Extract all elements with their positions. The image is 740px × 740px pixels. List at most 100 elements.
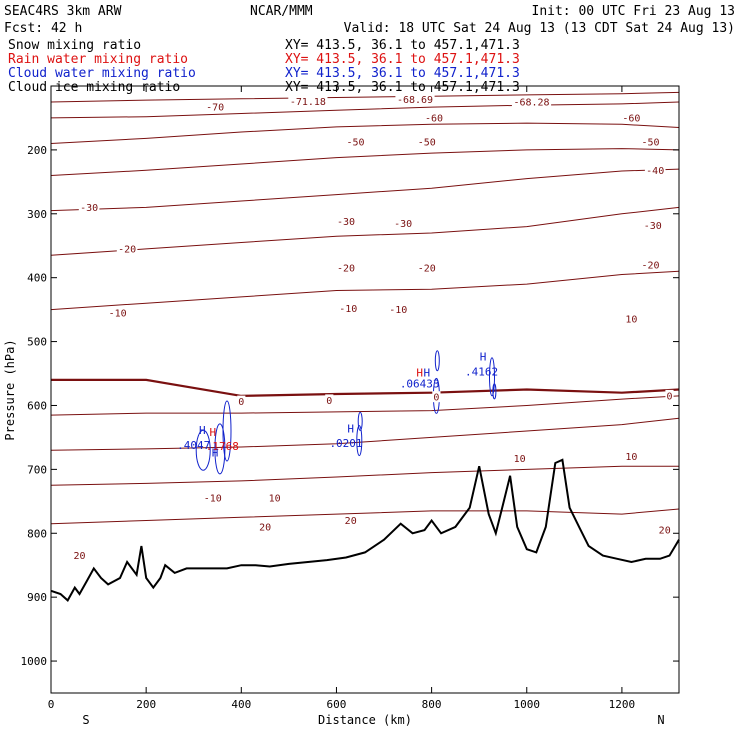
contour-label-12: -30	[394, 219, 412, 230]
cloud-water-contour-7	[489, 357, 495, 397]
model-title: SEAC4RS 3km ARW	[4, 4, 122, 19]
contour-label-bg-21	[624, 313, 639, 325]
contour-label-bg-13	[642, 219, 664, 231]
y-tick-label-4: 600	[27, 399, 47, 412]
temperature-contour-11	[50, 508, 680, 525]
contour-label-bg-30	[257, 520, 273, 532]
cloud-water-contour-8	[492, 383, 497, 400]
contour-label-bg-0	[204, 101, 226, 113]
contour-label-bg-31	[343, 514, 358, 526]
contour-label-bg-18	[107, 306, 128, 318]
x-tick-label-5: 1000	[514, 698, 541, 711]
contour-label-bg-8	[640, 136, 661, 148]
plot-frame	[50, 85, 680, 694]
contour-label-23: 0	[326, 396, 332, 407]
x-axis-ticks: 0 200 400 600 800 1000 1200	[48, 86, 635, 711]
cloud-water-contour-3	[356, 425, 363, 457]
field-label-rain: Rain water mixing ratio	[8, 52, 188, 67]
temperature-contour-4	[50, 168, 680, 212]
contour-label-bg-20	[388, 303, 409, 315]
contour-label-21: 10	[625, 315, 637, 326]
max-marker-0: H	[199, 424, 206, 437]
contour-label-bg-28	[202, 492, 224, 504]
field-xy-rain: XY= 413.5, 36.1 to 457.1,471.3	[285, 52, 520, 67]
temperature-contour-0	[50, 91, 680, 103]
temperature-contour-6	[50, 270, 680, 311]
contour-label-22: 0	[238, 397, 244, 408]
cloud-water-contour-4	[357, 411, 363, 431]
contour-label-25: 0	[666, 391, 672, 402]
contour-label-1: -71.18	[290, 97, 326, 108]
init-time: Init: 00 UTC Fri 23 Aug 13	[532, 4, 736, 19]
contour-label-5: -60	[622, 113, 640, 124]
contour-label-8: -50	[641, 138, 659, 149]
y-tick-label-1: 300	[27, 208, 47, 221]
contour-label-bg-5	[621, 111, 642, 123]
south-end-label: S	[82, 713, 89, 727]
y-tick-label-3: 500	[27, 336, 47, 349]
contour-label-bg-9	[644, 164, 666, 176]
contour-label-bg-29	[267, 492, 282, 504]
contour-label-bg-22	[237, 395, 246, 407]
contour-label-17: -20	[641, 260, 659, 271]
y-tick-label-7: 900	[27, 591, 47, 604]
contour-label-bg-25	[665, 389, 674, 401]
contour-label-26: 10	[625, 452, 637, 463]
contour-label-bg-16	[416, 262, 438, 274]
max-marker-6: .0201	[329, 437, 362, 450]
field-xy-cloud-ice: XY= 413.5, 36.1 to 457.1,471.3	[285, 80, 520, 95]
y-tick-label-6: 800	[27, 527, 47, 540]
x-tick-label-3: 600	[327, 698, 347, 711]
contour-label-9: -40	[646, 166, 664, 177]
temperature-contour-5	[50, 206, 680, 256]
cloud-water-contour-0	[195, 429, 211, 471]
temperature-contour-8	[50, 395, 680, 416]
contour-label-bg-33	[72, 549, 87, 561]
contour-label-7: -50	[418, 138, 436, 149]
contour-label-11: -30	[337, 217, 355, 228]
y-axis-label: Pressure (hPa)	[3, 339, 17, 440]
contour-label-bg-10	[78, 201, 100, 213]
field-xy-cloud-water: XY= 413.5, 36.1 to 457.1,471.3	[285, 66, 520, 81]
field-label-cloud-ice: Cloud ice mixing ratio	[8, 80, 180, 95]
y-tick-label-0: 200	[27, 144, 47, 157]
temperature-contours	[50, 91, 680, 525]
contour-label-4: -60	[425, 113, 443, 124]
temperature-contour-2	[50, 122, 680, 144]
contour-label-3: -68.28	[513, 98, 549, 109]
x-axis-label: Distance (km)	[318, 713, 412, 727]
y-tick-label-2: 400	[27, 272, 47, 285]
contour-label-bg-1	[288, 95, 328, 107]
contour-label-6: -50	[346, 138, 364, 149]
x-tick-label-0: 0	[48, 698, 55, 711]
contour-label-15: -20	[337, 264, 355, 275]
contour-label-2: -68.69	[397, 95, 433, 106]
contour-label-20: -10	[389, 305, 407, 316]
cloud-water-contour-2	[222, 400, 232, 462]
temperature-contour-9	[50, 417, 680, 451]
max-marker-5: H	[347, 422, 354, 435]
forecast-hour: Fcst: 42 h	[4, 21, 82, 36]
x-tick-label-1: 200	[136, 698, 156, 711]
contour-label-bg-2	[395, 93, 435, 105]
terrain-line	[50, 458, 680, 602]
x-tick-label-2: 400	[231, 698, 251, 711]
contour-label-bg-27	[512, 452, 527, 464]
contour-label-bg-3	[511, 96, 552, 107]
contour-label-28: -10	[204, 494, 222, 505]
y-tick-label-8: 1000	[21, 655, 48, 668]
contour-label-31: 20	[345, 516, 357, 527]
field-xy-snow: XY= 413.5, 36.1 to 457.1,471.3	[285, 38, 520, 53]
cloud-water-contour-1	[214, 423, 226, 475]
contour-label-bg-23	[325, 394, 334, 406]
valid-time: Valid: 18 UTC Sat 24 Aug 13 (13 CDT Sat …	[344, 21, 735, 36]
contour-label-bg-4	[423, 111, 445, 123]
terrain-profile	[50, 458, 680, 602]
contour-label-bg-11	[335, 215, 357, 227]
max-marker-2: H	[209, 426, 216, 439]
contour-label-16: -20	[418, 264, 436, 275]
max-marker-8: H	[423, 367, 430, 380]
contour-label-bg-12	[392, 217, 414, 229]
contour-label-bg-19	[338, 302, 359, 314]
